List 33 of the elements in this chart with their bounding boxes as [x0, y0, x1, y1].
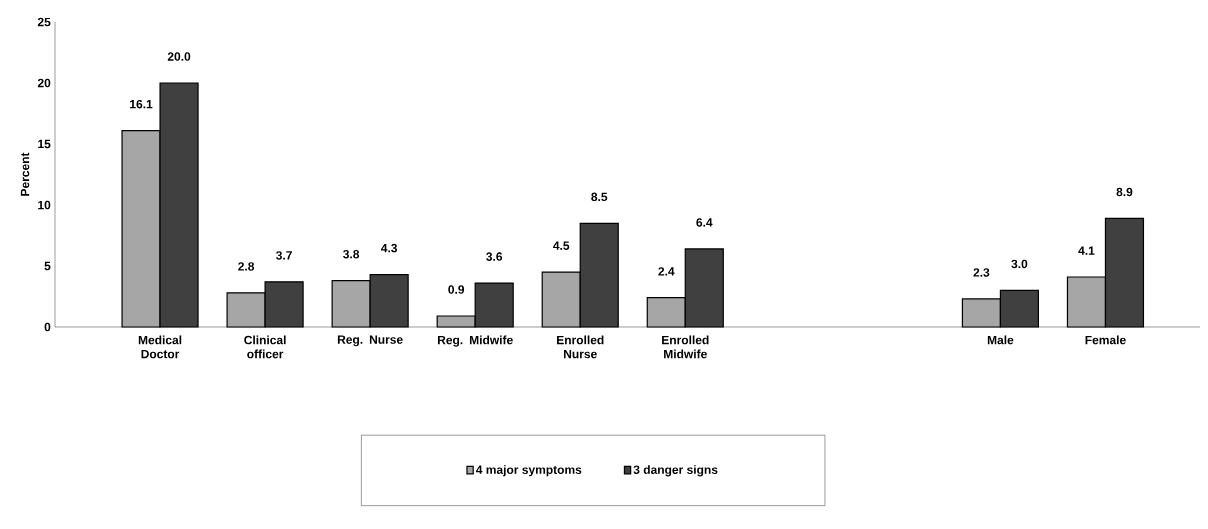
- data-label: 3.6: [486, 252, 503, 261]
- x-tick-label: Medical Doctor: [138, 335, 182, 359]
- data-label: 0.9: [448, 285, 465, 294]
- data-label: 8.9: [1116, 187, 1133, 197]
- x-tick-label: Male: [987, 335, 1014, 345]
- data-label: 4.3: [380, 243, 398, 253]
- y-tick-label: 0: [44, 322, 51, 332]
- y-tick-label: 5: [44, 261, 51, 271]
- y-tick-label: 25: [37, 17, 51, 27]
- legend-label: 4 major symptoms: [475, 465, 582, 477]
- x-tick-label: Reg. Nurse: [337, 335, 403, 347]
- y-tick-label: 10: [38, 200, 51, 210]
- data-label: 3.0: [1011, 259, 1028, 269]
- data-label: 3.8: [343, 249, 360, 259]
- data-label: 8.5: [591, 192, 608, 202]
- data-label: 4.5: [553, 241, 570, 250]
- data-label: 4.1: [1078, 246, 1095, 255]
- y-axis-title: Percent: [20, 152, 30, 196]
- x-tick-label: Female: [1085, 335, 1126, 345]
- data-label: 16.1: [130, 99, 153, 109]
- x-tick-label: Enrolled Midwife: [662, 335, 709, 359]
- legend-label: 3 danger signs: [633, 465, 718, 477]
- data-label: 3.7: [276, 251, 292, 260]
- x-tick-label: Enrolled Nurse: [557, 335, 604, 359]
- x-tick-label: Reg. Midwife: [437, 335, 513, 347]
- x-tick-label: Clinical officer: [244, 335, 286, 359]
- data-label: 20.0: [167, 52, 191, 61]
- y-tick-label: 20: [37, 78, 51, 88]
- y-tick-label: 15: [38, 139, 51, 149]
- data-label: 2.8: [238, 262, 255, 271]
- data-label: 6.4: [696, 218, 713, 227]
- data-label: 2.4: [658, 267, 675, 276]
- data-label: 2.3: [973, 268, 990, 277]
